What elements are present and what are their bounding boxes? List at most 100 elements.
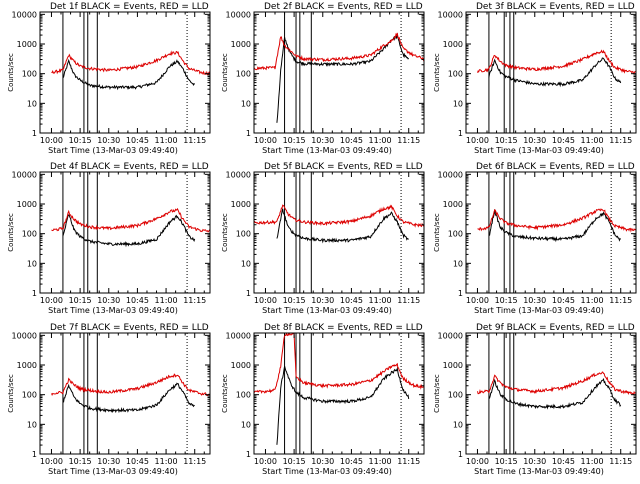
x-tick-label: 11:15 [397, 296, 420, 305]
y-tick-label: 100 [236, 230, 251, 239]
y-tick-label: 10000 [12, 331, 37, 340]
x-tick-label: 10:00 [254, 296, 277, 305]
x-tick-label: 10:00 [254, 136, 277, 145]
y-tick-label: 10 [27, 420, 37, 429]
y-tick-label: 1000 [17, 200, 37, 209]
x-tick-label: 11:00 [155, 136, 178, 145]
lld-series [254, 204, 424, 228]
plot-area [51, 172, 210, 293]
y-tick-label: 1 [246, 129, 251, 138]
y-tick-label: 10000 [226, 170, 251, 179]
y-axis-label: Counts/sec [221, 213, 229, 252]
panel-1: Det 1f BLACK = Events, RED = LLD 1 10 100 10… [7, 2, 211, 155]
x-tick-label: 10:30 [97, 457, 120, 466]
events-series [62, 382, 195, 414]
y-tick-label: 1 [32, 450, 37, 459]
panel-9: Det 9f BLACK = Events, RED = LLD 1 10 100 10… [433, 323, 637, 476]
y-tick-label: 10000 [226, 331, 251, 340]
lld-series [477, 371, 636, 396]
x-tick-label: 10:45 [340, 136, 363, 145]
panel-6: Det 6f BLACK = Events, RED = LLD 1 10 100 10… [433, 162, 637, 315]
x-axis-label: Start Time (13-Mar-03 09:49:40) [48, 306, 178, 315]
panel-2: Det 2f BLACK = Events, RED = LLD 1 10 100 10… [221, 2, 425, 155]
x-tick-label: 11:00 [581, 136, 604, 145]
x-tick-label: 10:00 [254, 457, 277, 466]
axes-frame [253, 171, 425, 294]
x-tick-label: 10:45 [340, 296, 363, 305]
y-tick-label: 10000 [12, 170, 37, 179]
y-axis-label: Counts/sec [433, 53, 441, 92]
y-axis-label: Counts/sec [7, 53, 15, 92]
x-tick-label: 10:15 [69, 296, 92, 305]
y-tick-label: 100 [448, 230, 463, 239]
x-tick-label: 10:45 [126, 457, 149, 466]
axes-frame [253, 11, 425, 134]
x-axis-label: Start Time (13-Mar-03 09:49:40) [262, 467, 392, 476]
axes-frame [465, 11, 637, 134]
panel-title: Det 8f BLACK = Events, RED = LLD [264, 323, 423, 333]
x-tick-label: 11:15 [183, 457, 206, 466]
x-tick-label: 10:30 [311, 296, 334, 305]
plot-area [477, 333, 636, 454]
panel-title: Det 3f BLACK = Events, RED = LLD [476, 2, 635, 12]
y-tick-label: 100 [448, 391, 463, 400]
lld-series [51, 373, 210, 397]
x-tick-label: 10:45 [340, 457, 363, 466]
events-series [488, 377, 622, 410]
y-tick-label: 1000 [443, 40, 463, 49]
axes-frame [465, 171, 637, 294]
x-tick-label: 11:15 [609, 136, 632, 145]
panel-7: Det 7f BLACK = Events, RED = LLD 1 10 100 10… [7, 323, 211, 476]
events-series [62, 214, 196, 248]
x-tick-label: 10:45 [126, 296, 149, 305]
plot-area [51, 333, 210, 454]
x-tick-label: 10:45 [552, 457, 575, 466]
x-tick-label: 10:45 [552, 296, 575, 305]
x-tick-label: 11:00 [369, 296, 392, 305]
x-tick-label: 10:30 [523, 457, 546, 466]
axes-frame [465, 332, 637, 455]
axes-frame [39, 11, 211, 134]
panel-title: Det 1f BLACK = Events, RED = LLD [50, 2, 209, 12]
x-tick-label: 10:15 [495, 296, 518, 305]
y-tick-label: 1000 [17, 361, 37, 370]
x-tick-label: 10:30 [523, 136, 546, 145]
panel-title: Det 6f BLACK = Events, RED = LLD [476, 162, 635, 172]
x-tick-label: 11:00 [369, 457, 392, 466]
events-series [62, 58, 196, 91]
x-tick-label: 11:00 [581, 457, 604, 466]
y-tick-label: 100 [22, 230, 37, 239]
x-axis-label: Start Time (13-Mar-03 09:49:40) [262, 146, 392, 155]
x-tick-label: 10:15 [283, 296, 306, 305]
y-tick-label: 1 [458, 289, 463, 298]
panel-4: Det 4f BLACK = Events, RED = LLD 1 10 100 10… [7, 162, 211, 315]
x-tick-label: 11:15 [183, 296, 206, 305]
y-tick-label: 1 [458, 129, 463, 138]
x-axis-label: Start Time (13-Mar-03 09:49:40) [474, 467, 604, 476]
y-tick-label: 1000 [231, 40, 251, 49]
lld-series [51, 50, 210, 76]
events-series [276, 34, 410, 123]
events-series [276, 208, 409, 244]
y-axis-label: Counts/sec [221, 374, 229, 413]
x-tick-label: 11:00 [369, 136, 392, 145]
x-tick-label: 10:00 [466, 457, 489, 466]
axes-frame [39, 332, 211, 455]
plot-area [477, 12, 636, 133]
x-tick-label: 10:45 [126, 136, 149, 145]
plot-area [254, 333, 424, 454]
y-tick-label: 100 [448, 70, 463, 79]
x-tick-label: 10:15 [283, 457, 306, 466]
lld-series [254, 333, 424, 394]
panel-title: Det 2f BLACK = Events, RED = LLD [264, 2, 423, 12]
x-tick-label: 11:00 [155, 457, 178, 466]
y-tick-label: 100 [22, 391, 37, 400]
y-axis-label: Counts/sec [433, 374, 441, 413]
plot-area [477, 172, 636, 293]
x-tick-label: 10:00 [40, 296, 63, 305]
y-tick-label: 1000 [231, 200, 251, 209]
lld-series [477, 49, 636, 75]
panel-title: Det 7f BLACK = Events, RED = LLD [50, 323, 209, 333]
